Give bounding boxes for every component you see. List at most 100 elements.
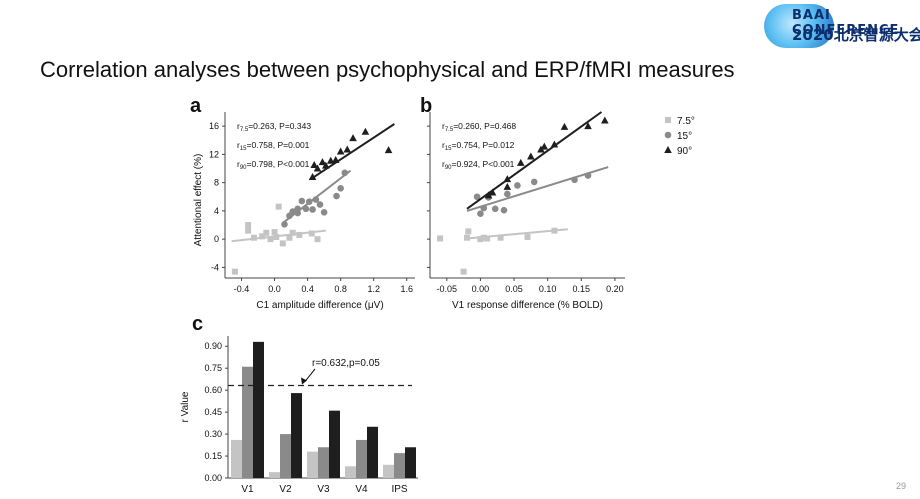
data-point-triangle [516, 158, 525, 166]
legend-marker-circle [664, 131, 672, 139]
x-axis-label: C1 amplitude difference (μV) [256, 300, 383, 311]
data-point-triangle [550, 140, 559, 148]
data-point-triangle [310, 160, 319, 168]
data-point-circle [281, 221, 288, 228]
data-point-triangle [318, 158, 327, 166]
y-tick-label: 0 [214, 234, 219, 244]
stat-line: r90=0.924, P<0.001 [442, 159, 515, 171]
data-point-triangle [484, 191, 493, 199]
stat-line: r15=0.754, P=0.012 [442, 140, 515, 152]
data-point-square [463, 234, 470, 241]
stat-line: r7.5=0.260, P=0.468 [442, 121, 516, 133]
data-point-circle [571, 176, 578, 184]
slide-title: Correlation analyses between psychophysi… [40, 57, 735, 82]
y-tick-label: 0.30 [204, 429, 222, 439]
data-point-triangle [540, 142, 549, 150]
legend-label: 15° [677, 131, 692, 142]
data-point-circle [477, 210, 484, 218]
data-point-square [263, 229, 270, 236]
y-tick-label: 0.15 [204, 451, 222, 461]
data-point-triangle [343, 145, 352, 153]
data-point-circle [341, 169, 349, 177]
x-tick-label: 0.15 [573, 284, 591, 294]
legend-label: 90° [677, 146, 692, 157]
data-point-circle [312, 196, 320, 203]
legend-label: 7.5° [677, 116, 695, 127]
data-point-circle [530, 178, 538, 186]
x-tick-label: IPS [391, 484, 407, 495]
data-point-triangle [331, 156, 340, 164]
legend-marker-triangle [664, 146, 672, 153]
bar-V4-mid [356, 439, 367, 478]
data-point-square [231, 268, 238, 275]
data-point-circle [514, 182, 521, 189]
data-point-triangle [321, 161, 330, 169]
x-tick-label: -0.4 [234, 284, 250, 294]
data-point-triangle [488, 188, 497, 196]
y-tick-label: 16 [209, 121, 219, 131]
data-point-square [273, 234, 280, 241]
data-point-square [460, 268, 467, 275]
bar-V3-mid [318, 447, 329, 478]
data-point-square [314, 236, 321, 243]
data-point-circle [289, 208, 297, 215]
data-point-circle [504, 190, 511, 198]
data-point-square [296, 231, 303, 238]
bar-V1-mid [242, 366, 253, 478]
bar-IPS-dark [405, 447, 416, 478]
x-tick-label: V4 [355, 484, 368, 495]
data-point-circle [500, 206, 508, 214]
bar-V2-light [269, 472, 280, 478]
data-point-square [465, 228, 472, 235]
data-point-square [245, 227, 252, 234]
data-point-triangle [503, 175, 512, 183]
data-point-square [497, 234, 504, 241]
data-point-triangle [584, 122, 592, 130]
data-point-circle [491, 205, 499, 213]
x-tick-label: 0.8 [334, 284, 347, 294]
data-point-square [245, 222, 252, 229]
x-tick-label: 0.10 [539, 284, 557, 294]
x-tick-label: 1.6 [400, 284, 413, 294]
data-point-square [480, 234, 487, 241]
x-tick-label: V3 [317, 484, 330, 495]
data-point-square [279, 240, 286, 247]
x-tick-label: 0.05 [505, 284, 523, 294]
page-number: 29 [895, 481, 906, 491]
x-axis-label: V1 response difference (% BOLD) [452, 300, 603, 311]
data-point-circle [584, 172, 592, 179]
data-point-square [259, 233, 266, 240]
data-point-square [308, 230, 315, 237]
data-point-square [524, 234, 531, 241]
annotation-arrow-shaft [304, 368, 316, 382]
data-point-square [286, 234, 293, 241]
y-tick-label: 0.60 [204, 385, 222, 395]
data-point-triangle [384, 146, 393, 154]
bar-V1-light [231, 439, 242, 478]
fit-line-dark [311, 123, 395, 180]
legend-marker-square [665, 117, 671, 123]
y-axis-label: Attentional effect (%) [193, 154, 204, 247]
data-point-triangle [527, 152, 535, 160]
data-point-triangle [336, 147, 345, 155]
data-point-circle [337, 184, 344, 192]
data-point-circle [333, 192, 340, 200]
data-point-square [551, 227, 558, 234]
x-tick-label: 0.00 [472, 284, 490, 294]
bar-IPS-light [383, 464, 394, 478]
x-tick-label: -0.05 [437, 284, 458, 294]
y-tick-label: 4 [214, 206, 219, 216]
data-point-square [267, 236, 274, 243]
data-point-square [271, 229, 278, 236]
stat-line: r15=0.758, P=0.001 [237, 140, 310, 152]
data-point-triangle [560, 122, 569, 130]
data-point-circle [320, 209, 328, 216]
logo-emblem [764, 4, 834, 48]
panel-label-a: a [190, 95, 202, 117]
bar-V2-mid [280, 434, 291, 478]
logo-line1: BAAI CONFERENCE [792, 8, 900, 38]
panel-label-c: c [192, 313, 203, 335]
bar-V4-light [345, 466, 356, 478]
data-point-triangle [308, 172, 317, 180]
